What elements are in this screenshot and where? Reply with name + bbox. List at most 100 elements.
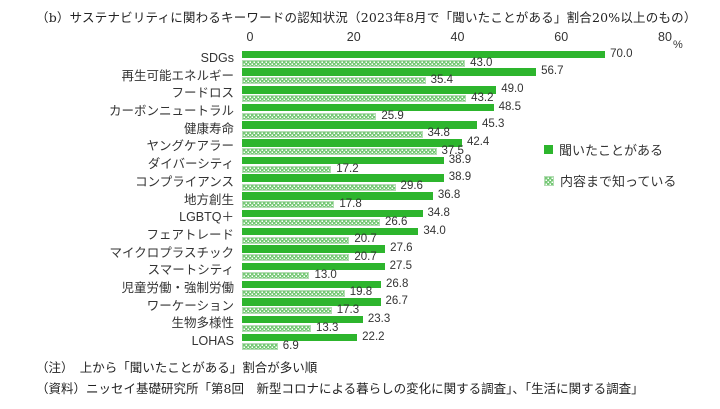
chart-row: SDGs 70.0 43.0 — [0, 48, 720, 69]
chart-row: 健康寿命 45.3 34.8 — [0, 119, 720, 140]
legend: 聞いたことがある 内容まで知っている — [544, 140, 676, 202]
value-label: 13.3 — [315, 321, 339, 334]
category-bars: 26.8 19.8 — [242, 277, 712, 298]
value-label: 56.7 — [541, 65, 564, 78]
bar-know — [242, 130, 423, 138]
footnote-order: （注） 上から「聞いたことがある」割合が多い順 — [36, 360, 318, 375]
bar-know — [242, 325, 311, 333]
bar-know — [242, 201, 335, 209]
bar-line: 37.5 — [242, 144, 712, 157]
category-label: ヤングケアラー — [146, 139, 234, 154]
footnote-source: （資料）ニッセイ基礎研究所「第8回 新型コロナによる暮らしの変化に関する調査」、… — [36, 381, 644, 396]
bar-line: 17.3 — [242, 304, 712, 317]
value-label: 13.0 — [314, 268, 337, 281]
chart-row: 地方創生 36.8 17.8 — [0, 189, 720, 210]
value-label: 20.7 — [354, 233, 377, 246]
bar-know — [242, 289, 345, 297]
bar-heard — [242, 192, 433, 200]
chart-row: フェアトレード 34.0 20.7 — [0, 224, 720, 246]
bar-heard — [242, 86, 497, 94]
bar-line: 48.5 — [242, 100, 712, 113]
bar-chart: % 0 20 40 60 80 SDGs 70.0 43.0 再生可能エネルギー 56.7 35.… — [0, 28, 720, 351]
bar-line: 29.6 — [242, 180, 712, 193]
bar-heard — [242, 103, 494, 112]
bar-heard — [242, 298, 381, 306]
bar-line: 38.9 — [242, 171, 712, 184]
value-label: 37.5 — [441, 144, 464, 157]
category-label: コンプライアンス — [135, 174, 234, 189]
bar-line: 45.3 — [242, 119, 712, 130]
bar-line: 25.9 — [242, 109, 712, 122]
category-label: 地方創生 — [183, 192, 234, 207]
bar-know — [242, 254, 350, 262]
category-label: カーボンニュートラル — [108, 104, 234, 119]
bar-line: 17.8 — [242, 199, 712, 210]
value-label: 48.5 — [498, 100, 521, 113]
value-label: 17.3 — [336, 304, 360, 317]
category-bars: 22.2 6.9 — [242, 331, 712, 351]
category-label: 健康寿命 — [183, 121, 234, 136]
chart-row: コンプライアンス 38.9 29.6 — [0, 171, 720, 193]
legend-dotted-swatch-icon — [544, 175, 554, 186]
bar-line: 26.8 — [242, 277, 712, 290]
category-bars: 34.8 26.6 — [242, 206, 712, 227]
category-bars: 48.5 25.9 — [242, 100, 712, 122]
category-label: 児童労働・強制労働 — [121, 280, 234, 295]
bar-line: 35.4 — [242, 75, 712, 86]
chart-row: フードロス 49.0 43.2 — [0, 83, 720, 104]
category-label: フードロス — [171, 86, 234, 101]
category-label: LGBTQ＋ — [179, 210, 234, 225]
bar-heard — [242, 315, 363, 324]
category-bars: 27.6 20.7 — [242, 243, 712, 263]
bar-line: 70.0 — [242, 48, 712, 59]
value-label: 36.8 — [437, 189, 461, 202]
value-label: 42.4 — [466, 136, 490, 149]
value-label: 29.6 — [400, 180, 423, 193]
bar-line: 26.6 — [242, 216, 712, 227]
value-label: 34.8 — [427, 127, 450, 140]
bar-line: 26.7 — [242, 296, 712, 307]
bar-line: 27.5 — [242, 259, 712, 272]
chart-row: スマートシティ 27.5 13.0 — [0, 259, 720, 281]
bar-line: 17.2 — [242, 162, 712, 175]
value-label: 38.9 — [448, 171, 472, 184]
x-tick-80: 80 — [658, 30, 672, 44]
category-bars: 34.0 20.7 — [242, 224, 712, 246]
category-bars: 26.7 17.3 — [242, 296, 712, 317]
value-label: 38.9 — [448, 153, 472, 166]
chart-row: 再生可能エネルギー 56.7 35.4 — [0, 65, 720, 86]
bar-line: 36.8 — [242, 189, 712, 202]
bar-heard — [242, 227, 419, 236]
bar-know — [242, 218, 380, 226]
x-tick-20: 20 — [346, 30, 361, 44]
value-label: 43.0 — [470, 56, 493, 69]
value-label: 34.8 — [427, 206, 450, 219]
bar-line: 19.8 — [242, 287, 712, 298]
bar-line: 34.8 — [242, 127, 712, 140]
footnotes: （注） 上から「聞いたことがある」割合が多い順 （資料）ニッセイ基礎研究所「第8… — [36, 357, 644, 399]
value-label: 23.3 — [367, 312, 391, 325]
legend-item-heard: 聞いたことがある — [544, 140, 676, 159]
axis-unit-label: % — [673, 39, 683, 51]
bar-line: 43.0 — [242, 56, 712, 69]
bar-know — [242, 272, 310, 280]
value-label: 34.0 — [423, 224, 446, 237]
bar-know — [242, 95, 467, 103]
bar-line: 34.8 — [242, 206, 712, 219]
bar-heard — [242, 174, 444, 182]
bar-know — [242, 307, 332, 315]
category-label: ワーケーション — [146, 298, 234, 313]
category-bars: 49.0 43.2 — [242, 83, 712, 103]
bar-heard — [242, 209, 423, 218]
value-label: 17.2 — [336, 162, 359, 175]
bar-line: 27.6 — [242, 243, 712, 254]
value-label: 26.8 — [386, 277, 409, 290]
legend-solid-swatch-icon — [544, 145, 553, 154]
value-label: 49.0 — [501, 83, 524, 96]
value-label: 27.5 — [389, 259, 413, 272]
value-label: 25.9 — [381, 109, 404, 122]
bar-line: 42.4 — [242, 136, 712, 149]
bar-know — [242, 59, 466, 67]
bar-heard — [242, 280, 382, 289]
